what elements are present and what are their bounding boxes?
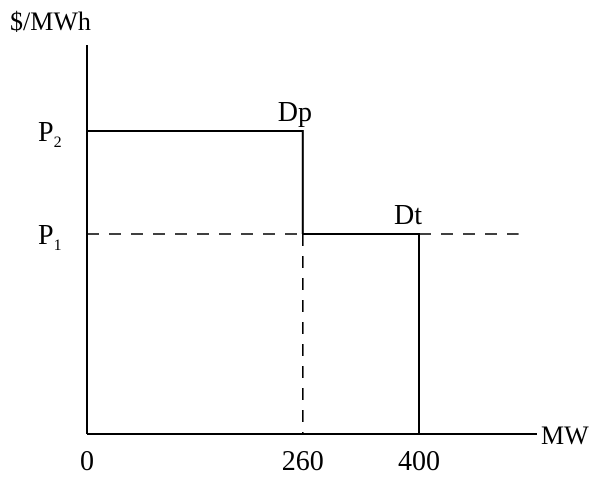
x-tick-labels: 0 260 400 — [80, 446, 440, 477]
price-level-subscript: 1 — [54, 237, 62, 254]
series-step-dp — [87, 130, 304, 234]
x-tick-label-260: 260 — [282, 446, 324, 477]
demand-steps — [87, 130, 420, 434]
series-label-dt: Dt — [394, 200, 422, 231]
series-labels: Dp Dt — [278, 97, 422, 231]
series-step-dt — [302, 233, 420, 434]
price-level-subscript: 2 — [54, 134, 62, 151]
price-level-letter: P — [38, 220, 54, 251]
price-level-label-p1: P1 — [38, 220, 62, 254]
dashed-guides — [87, 233, 519, 434]
x-tick-label-400: 400 — [398, 446, 440, 477]
series-label-dp: Dp — [278, 97, 312, 128]
x-axis-label: MW — [541, 421, 589, 450]
price-level-label-p2: P2 — [38, 117, 62, 151]
price-level-letter: P — [38, 117, 54, 148]
x-tick-label-0: 0 — [80, 446, 94, 477]
y-axis-label: $/MWh — [10, 7, 91, 36]
